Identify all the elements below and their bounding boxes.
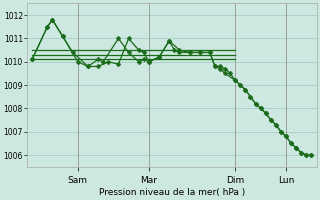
X-axis label: Pression niveau de la mer( hPa ): Pression niveau de la mer( hPa ) (99, 188, 245, 197)
